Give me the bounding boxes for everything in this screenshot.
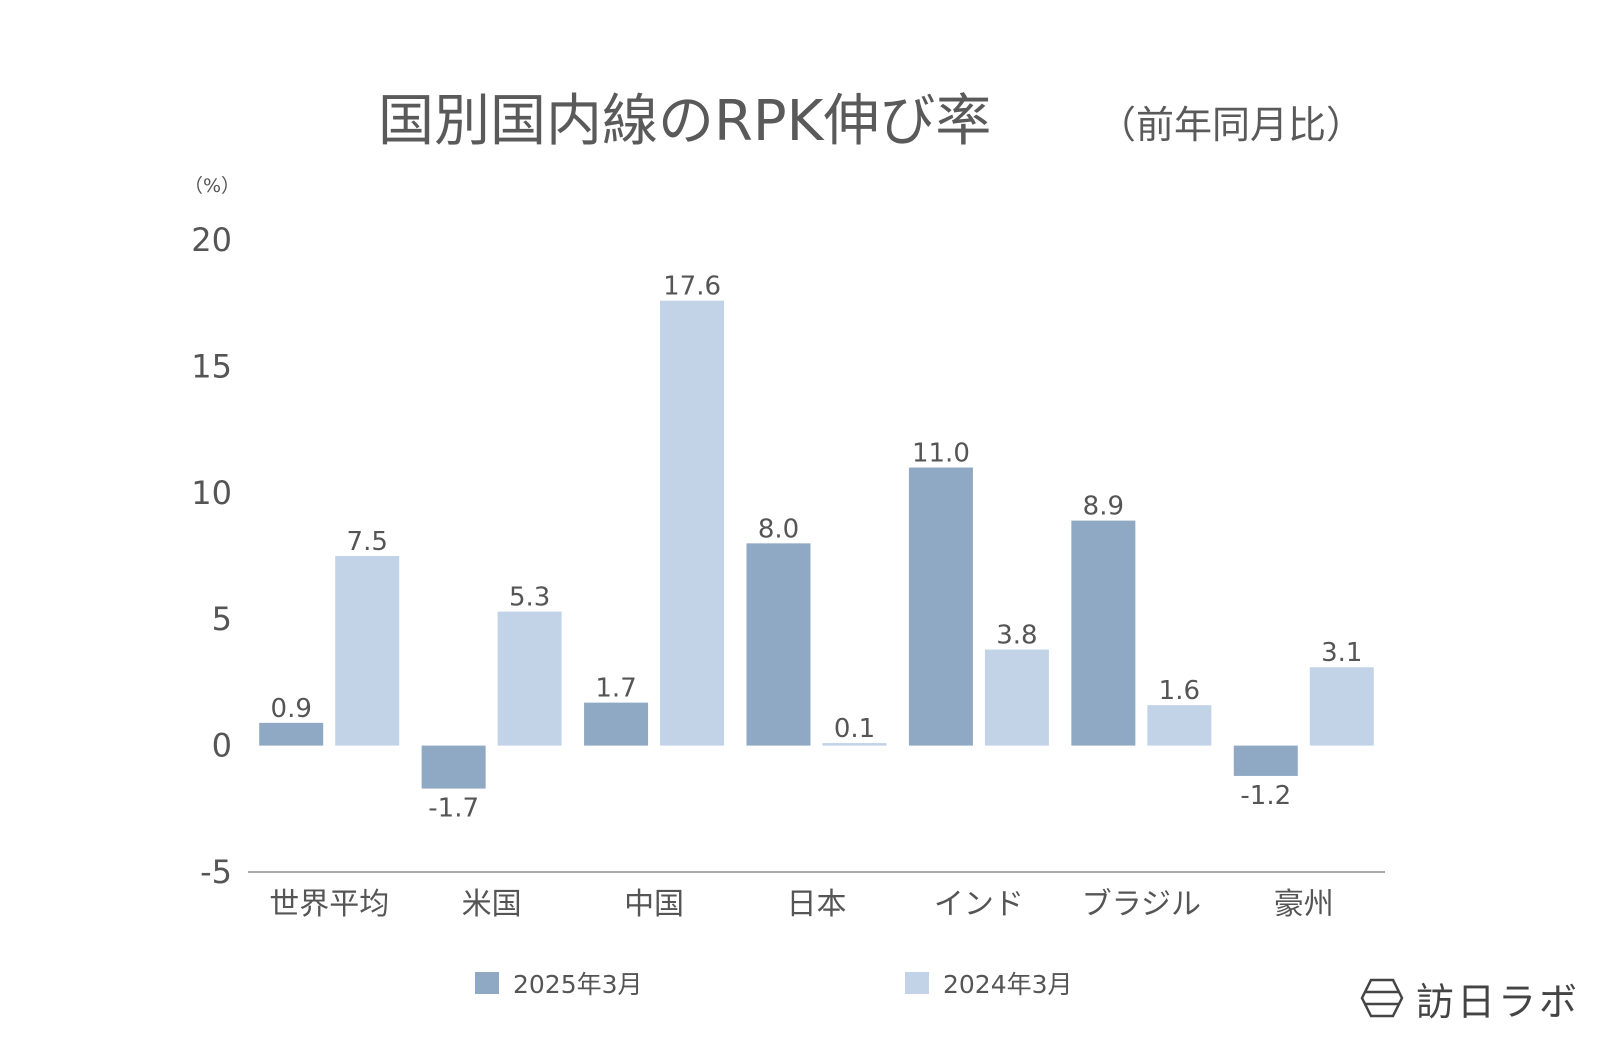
bar-value-label: 5.3 [509, 583, 550, 613]
bar-value-label: -1.2 [1240, 781, 1291, 811]
legend-item-2025: 2025年3月 [475, 968, 643, 999]
bar-2024 [335, 556, 400, 746]
bar-value-label: 3.1 [1321, 638, 1362, 668]
bar-2025 [259, 722, 324, 746]
legend-swatch-2025 [475, 972, 499, 994]
x-axis-ticks: 世界平均 米国 中国 日本 インド ブラジル 豪州 [269, 887, 1334, 922]
y-axis-unit-label: （%） [184, 175, 240, 197]
bars-group [259, 300, 1374, 789]
bar-2024 [822, 743, 887, 746]
y-tick-label: 15 [191, 347, 232, 385]
bar-2024 [1147, 705, 1212, 746]
bar-value-label: 8.0 [758, 514, 799, 544]
x-tick-label: 中国 [624, 887, 684, 922]
bar-value-label: 3.8 [996, 621, 1037, 651]
x-tick-label: インド [934, 887, 1024, 922]
bar-value-label: 0.1 [834, 714, 875, 744]
bar-value-label: 8.9 [1083, 492, 1124, 522]
bar-labels-group: 0.9 7.5 -1.7 5.3 1.7 17.6 8.0 0.1 11.0 3.8 8.9 1.6 -… [271, 272, 1363, 824]
bar-2025 [1233, 745, 1298, 776]
brand-name: 訪日ラボ [1416, 979, 1581, 1024]
bar-value-label: 7.5 [347, 527, 388, 557]
chart-title: 国別国内線のRPK伸び率 [378, 89, 992, 154]
bar-2025 [908, 467, 973, 746]
bar-2025 [746, 543, 811, 746]
x-tick-label: 豪州 [1274, 887, 1334, 922]
bar-2024 [497, 611, 562, 746]
y-tick-label: 5 [212, 600, 232, 638]
y-tick-label: -5 [200, 853, 232, 891]
legend-item-2024: 2024年3月 [905, 968, 1073, 999]
bar-value-label: -1.7 [428, 794, 479, 824]
brand-logo: 訪日ラボ [1360, 968, 1580, 1028]
hexagon-logo-icon [1360, 978, 1404, 1018]
legend-swatch-2024 [905, 972, 929, 994]
bar-2024 [984, 649, 1049, 746]
x-tick-label: 日本 [787, 887, 847, 922]
bar-value-label: 0.9 [271, 694, 312, 724]
x-tick-label: 世界平均 [269, 887, 389, 922]
x-tick-label: 米国 [462, 887, 522, 922]
bar-value-label: 17.6 [663, 272, 721, 302]
bar-2024 [1309, 667, 1374, 746]
y-tick-label: 0 [212, 727, 232, 765]
y-axis-ticks: 20 15 10 5 0 -5 [191, 221, 232, 891]
chart-subtitle: （前年同月比） [1098, 103, 1365, 147]
bar-value-label: 1.6 [1159, 676, 1200, 706]
title-area: 国別国内線のRPK伸び率 （前年同月比） [0, 82, 1600, 162]
y-tick-label: 10 [191, 474, 232, 512]
bar-2025 [584, 702, 649, 746]
legend-label-2024: 2024年3月 [943, 970, 1073, 999]
x-tick-label: ブラジル [1082, 887, 1201, 922]
legend-label-2025: 2025年3月 [513, 970, 643, 999]
bar-value-label: 1.7 [595, 674, 636, 704]
bar-2025 [421, 745, 486, 789]
bar-2024 [660, 300, 725, 746]
bar-2025 [1071, 520, 1136, 746]
y-tick-label: 20 [191, 221, 232, 259]
bar-value-label: 11.0 [912, 439, 970, 469]
